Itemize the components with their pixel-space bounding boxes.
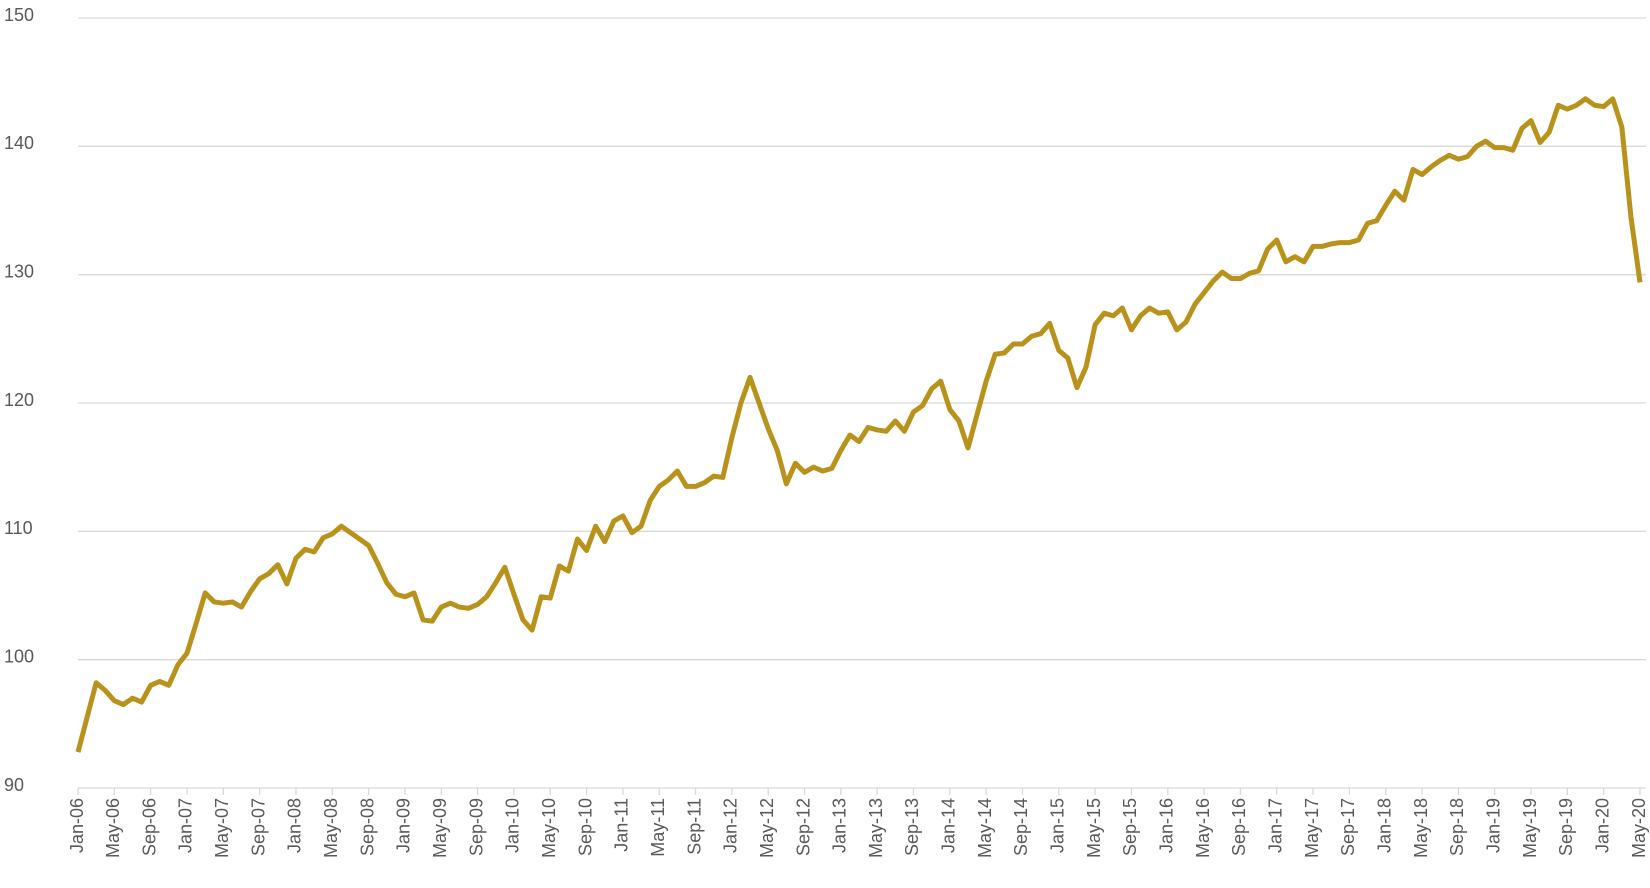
line-series	[78, 99, 1640, 752]
x-tick-label: May-15	[1084, 798, 1104, 858]
x-tick-label: Sep-15	[1120, 798, 1140, 856]
x-tick-label: May-19	[1520, 798, 1540, 858]
x-tick-label: May-09	[430, 798, 450, 858]
x-tick-label: Sep-06	[139, 798, 159, 856]
x-tick-label: Jan-12	[721, 798, 741, 853]
x-tick-label: May-07	[212, 798, 232, 858]
x-tick-label: Jan-10	[503, 798, 523, 853]
y-tick-label: 150	[4, 5, 34, 25]
x-tick-label: Sep-08	[357, 798, 377, 856]
x-tick-label: May-06	[103, 798, 123, 858]
x-tick-label: May-18	[1411, 798, 1431, 858]
x-tick-label: Sep-10	[575, 798, 595, 856]
y-tick-label: 140	[4, 133, 34, 153]
x-tick-label: May-13	[866, 798, 886, 858]
x-tick-label: Jan-07	[176, 798, 196, 853]
y-tick-label: 90	[4, 775, 24, 795]
x-tick-label: Jan-06	[67, 798, 87, 853]
x-tick-label: Sep-18	[1447, 798, 1467, 856]
x-tick-label: Jan-13	[830, 798, 850, 853]
x-tick-label: May-11	[648, 798, 668, 857]
x-tick-label: Sep-07	[248, 798, 268, 856]
x-tick-label: Jan-15	[1048, 798, 1068, 853]
x-tick-label: May-20	[1629, 798, 1649, 858]
x-tick-label: May-12	[757, 798, 777, 858]
y-tick-label: 120	[4, 390, 34, 410]
x-tick-label: Jan-09	[394, 798, 414, 853]
x-tick-label: May-10	[539, 798, 559, 858]
x-tick-label: May-17	[1302, 798, 1322, 858]
x-tick-label: Sep-12	[793, 798, 813, 856]
x-tick-label: Sep-11	[684, 798, 704, 855]
x-tick-label: Sep-16	[1229, 798, 1249, 856]
x-tick-label: Sep-14	[1011, 798, 1031, 856]
x-tick-label: Sep-19	[1556, 798, 1576, 856]
x-tick-label: Jan-08	[285, 798, 305, 853]
x-tick-label: Jan-19	[1483, 798, 1503, 853]
x-tick-label: Jan-14	[939, 798, 959, 853]
x-tick-label: Jan-16	[1157, 798, 1177, 853]
x-tick-label: Sep-09	[466, 798, 486, 856]
x-tick-label: May-16	[1193, 798, 1213, 858]
x-tick-label: Jan-11	[612, 798, 632, 852]
y-tick-label: 100	[4, 646, 34, 666]
chart: 90 100 110 120 130 140 150 Jan-06 May-06 Sep-06 Ja…	[0, 0, 1650, 883]
x-tick-label: Sep-13	[902, 798, 922, 856]
y-tick-label: 110	[4, 518, 33, 538]
x-tick-label: May-08	[321, 798, 341, 858]
x-tick-label: Sep-17	[1338, 798, 1358, 856]
x-tick-label: Jan-18	[1374, 798, 1394, 853]
x-tick-label: May-14	[975, 798, 995, 858]
x-tick-label: Jan-20	[1592, 798, 1612, 853]
y-tick-label: 130	[4, 261, 34, 281]
x-tick-label: Jan-17	[1265, 798, 1285, 853]
